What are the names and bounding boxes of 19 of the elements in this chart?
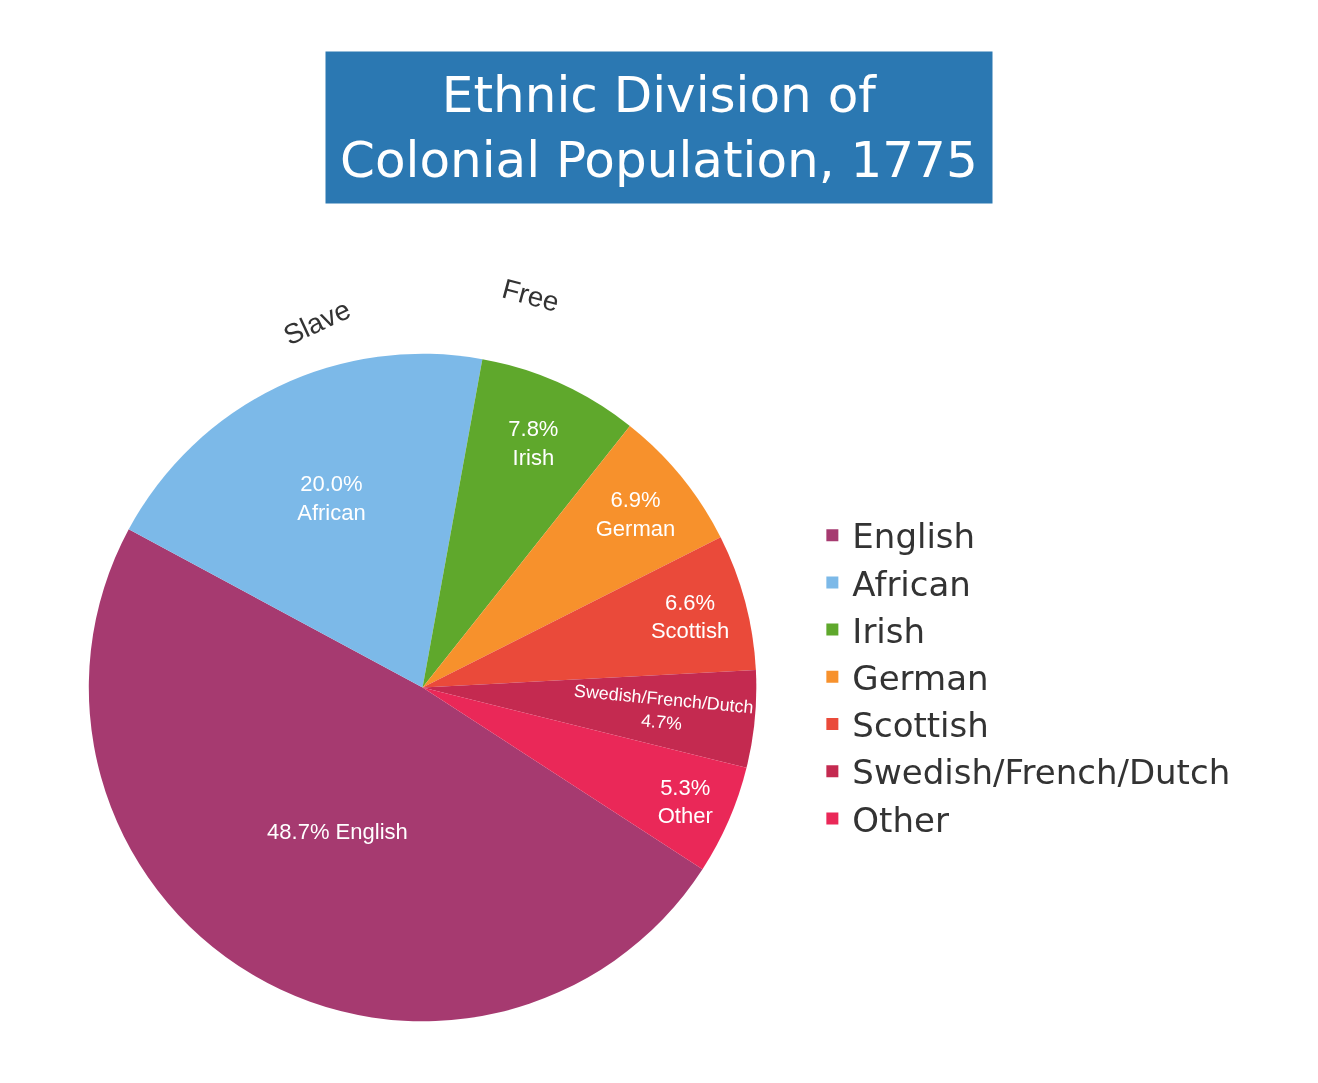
data-label: 6.6% Scottish [650, 589, 730, 644]
text: Slave [278, 293, 356, 352]
data-label: 7.8% Irish [508, 416, 559, 470]
legend-label: Scottish [852, 705, 989, 746]
data-label: 20.0% African [297, 471, 366, 525]
data-label: 6.9% German [595, 487, 676, 541]
legend-label: German [852, 658, 989, 699]
pie-slice [422, 670, 757, 768]
legend-label: Other [852, 799, 949, 840]
pie-slice [128, 354, 483, 688]
chart-title: Ethnic Division of Colonial Population, 1775 [340, 66, 978, 189]
legend-label: African [852, 563, 971, 604]
legend-label: Irish [852, 610, 926, 651]
data-label: 48.7% English [267, 818, 408, 844]
legend-label: English [852, 516, 976, 557]
legend-label: Swedish/French/Dutch [852, 752, 1231, 793]
text: Free [498, 272, 563, 318]
data-label: Swedish/French/Dutch 4.7% [573, 680, 755, 735]
data-label: 5.3% Other [657, 774, 713, 829]
